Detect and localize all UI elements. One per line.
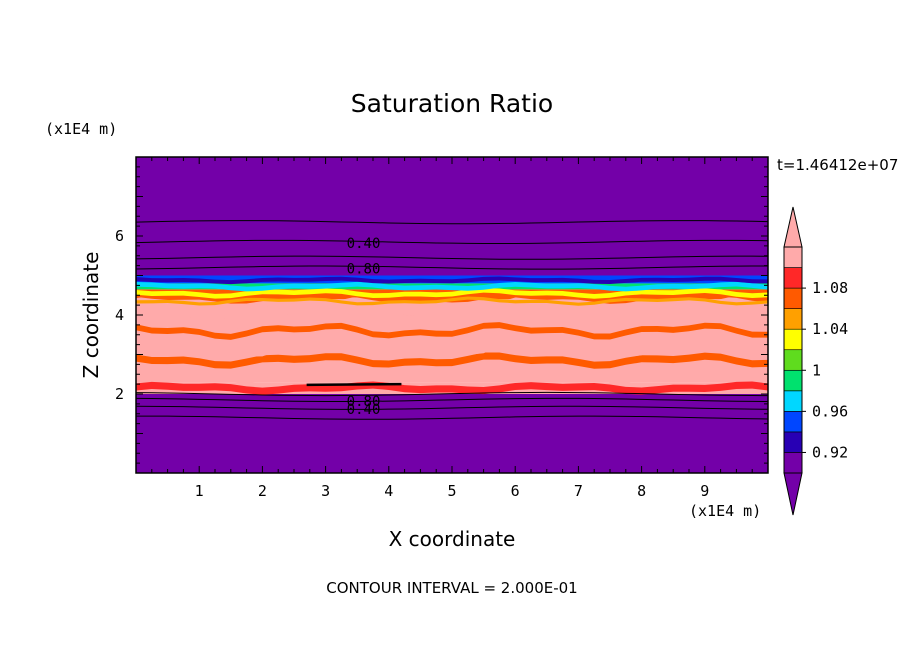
- streak: [136, 357, 768, 384]
- x-axis-label: X coordinate: [389, 527, 516, 551]
- contour-line: [136, 220, 768, 225]
- x-tick-label: 1: [195, 482, 204, 500]
- colorbar-tick-label: 1.04: [812, 320, 848, 338]
- colorbar-bin: [783, 390, 803, 412]
- x-tick-label: 7: [574, 482, 583, 500]
- streak: [136, 287, 768, 299]
- colorbar-bin: [783, 287, 803, 309]
- y-unit-label: (x1E4 m): [45, 120, 117, 138]
- x-tick-label: 5: [447, 482, 456, 500]
- y-tick-label: 6: [115, 227, 124, 245]
- y-tick-label: 2: [115, 385, 124, 403]
- contour-line: [136, 239, 768, 245]
- heatmap-band: [136, 394, 768, 473]
- contour-line: [136, 255, 768, 260]
- colorbar: 0.92 0.96 1 1.04 1.08: [783, 206, 848, 516]
- colorbar-bin: [783, 267, 803, 289]
- colorbar-tick-label: 0.92: [812, 443, 848, 461]
- colorbar-bin: [783, 431, 803, 453]
- x-tick-label: 3: [321, 482, 330, 500]
- colorbar-extend-bottom: [783, 472, 803, 516]
- colorbar-bin: [783, 349, 803, 371]
- colorbar-bin: [783, 411, 803, 433]
- y-tick-label: 4: [115, 306, 124, 324]
- heatmap-band: [136, 157, 768, 276]
- streak: [136, 322, 768, 340]
- x-tick-label: 6: [511, 482, 520, 500]
- streak: [136, 281, 768, 292]
- contour-line: [136, 391, 768, 397]
- colorbar-bin: [783, 369, 803, 392]
- contour-line: [136, 405, 768, 410]
- x-tick-label: 4: [384, 482, 393, 500]
- streak: [136, 276, 768, 285]
- x-unit-label: (x1E4 m): [689, 502, 761, 520]
- chart-title: Saturation Ratio: [351, 89, 553, 118]
- contour-interval-footer: CONTOUR INTERVAL = 2.000E-01: [326, 579, 577, 597]
- streak: [136, 324, 768, 358]
- colorbar-bin: [783, 328, 803, 351]
- plot-area: [136, 157, 768, 473]
- colorbar-tick-label: 1: [812, 361, 821, 379]
- contour-line: [136, 397, 768, 403]
- colorbar-bin: [783, 452, 803, 474]
- streak: [136, 306, 768, 335]
- streak: [136, 381, 768, 395]
- streak: [136, 296, 768, 306]
- contour-labels: 0.400.800.800.40: [347, 236, 381, 418]
- x-tick-label: 8: [637, 482, 646, 500]
- colorbar-bin: [783, 308, 803, 330]
- y-axis-label: Z coordinate: [79, 252, 103, 379]
- colorbar-tick-label: 1.08: [812, 279, 848, 297]
- contour-label: 0.40: [347, 236, 381, 252]
- streak: [136, 352, 768, 369]
- time-label: t=1.46412e+07: [777, 156, 898, 174]
- colorbar-bin: [783, 246, 803, 268]
- colorbar-frame: [783, 246, 803, 474]
- contour-label: 0.80: [347, 394, 381, 410]
- contour-line: [136, 415, 768, 420]
- contour-label: 0.40: [347, 402, 381, 418]
- x-tick-label: 9: [700, 482, 709, 500]
- colorbar-tick-label: 0.96: [812, 402, 848, 420]
- contour-line: [136, 265, 768, 270]
- x-tick-label: 2: [258, 482, 267, 500]
- colorbar-extend-top: [783, 206, 803, 248]
- contour-feature: [306, 382, 402, 387]
- axis-ticks: 1 2 3 4 5 6 7 8 9 2 4 6: [115, 156, 769, 500]
- contour-label: 0.80: [347, 262, 381, 278]
- contour-lines: [136, 220, 768, 420]
- turbulent-streaks: [136, 276, 768, 395]
